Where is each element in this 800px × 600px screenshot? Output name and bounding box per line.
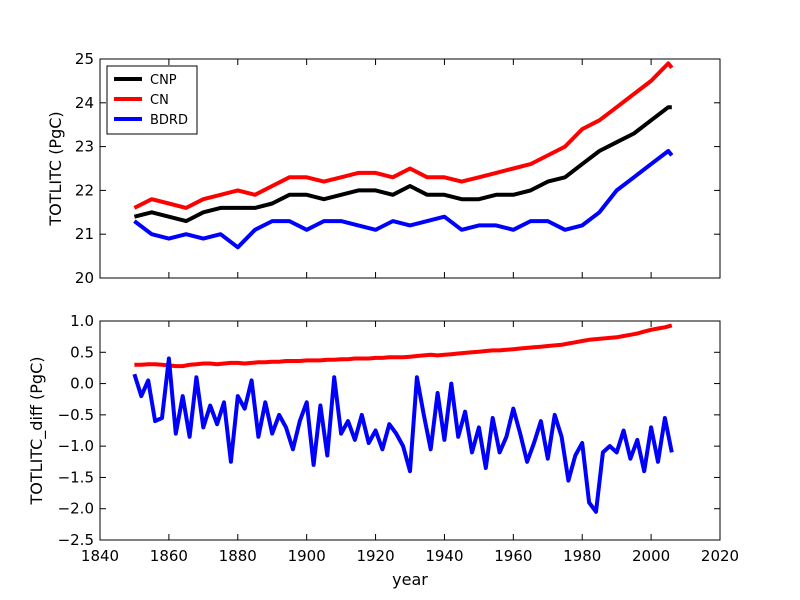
x-tick-label: 2000 [632,547,670,565]
y-tick-label: −0.5 [58,406,94,424]
y-tick-label: 24 [75,94,94,112]
y-tick-label: −1.0 [58,437,94,455]
y-axis-label: TOTLITC (PgC) [46,111,65,226]
y-tick-label: −1.5 [58,468,94,486]
series-line-cn [133,61,674,210]
bottom-panel: −2.5 −2.0 −1.5 −1.0 −0.5 0.0 0.5 1.0 1840 1860 188… [27,312,739,589]
legend: CNP CN BDRD [106,65,198,135]
top-panel: 20 21 22 23 24 25 TOTLITC (PgC) CNP CN BDRD [46,50,721,287]
y-tick-label: 23 [75,138,94,156]
y-tick-label: 0.0 [70,375,94,393]
series-line-cn [134,323,673,369]
legend-label-cnp: CNP [150,73,177,88]
y-tick-label: 1.0 [70,312,94,330]
x-tick-label: 1900 [288,547,326,565]
legend-label-bdrd: BDRD [150,113,188,128]
y-tick-label: 0.5 [70,343,94,361]
y-tick-label: −2.0 [58,500,94,518]
series-line-cnp [133,105,672,224]
x-axis-label: year [392,570,428,589]
x-tick-label: 2020 [701,547,739,565]
x-tick-label: 1980 [563,547,601,565]
axes-frame [99,320,721,541]
series-line-bdrd [132,356,674,514]
y-tick-label: −2.5 [58,531,94,549]
x-tick-label: 1960 [494,547,532,565]
y-axis-label: TOTLITC_diff (PgC) [27,357,47,506]
x-tick-label: 1940 [425,547,463,565]
y-tick-label: 22 [75,181,94,199]
y-tick-label: 25 [75,50,94,68]
legend-label-cn: CN [150,93,169,108]
series-line-bdrd [133,149,674,250]
y-tick-label: 21 [75,225,94,243]
x-tick-label: 1880 [219,547,257,565]
x-tick-label: 1860 [150,547,188,565]
x-tick-label: 1840 [81,547,119,565]
y-tick-label: 20 [75,269,94,287]
axes-frame [99,58,721,279]
x-tick-label: 1920 [356,547,394,565]
